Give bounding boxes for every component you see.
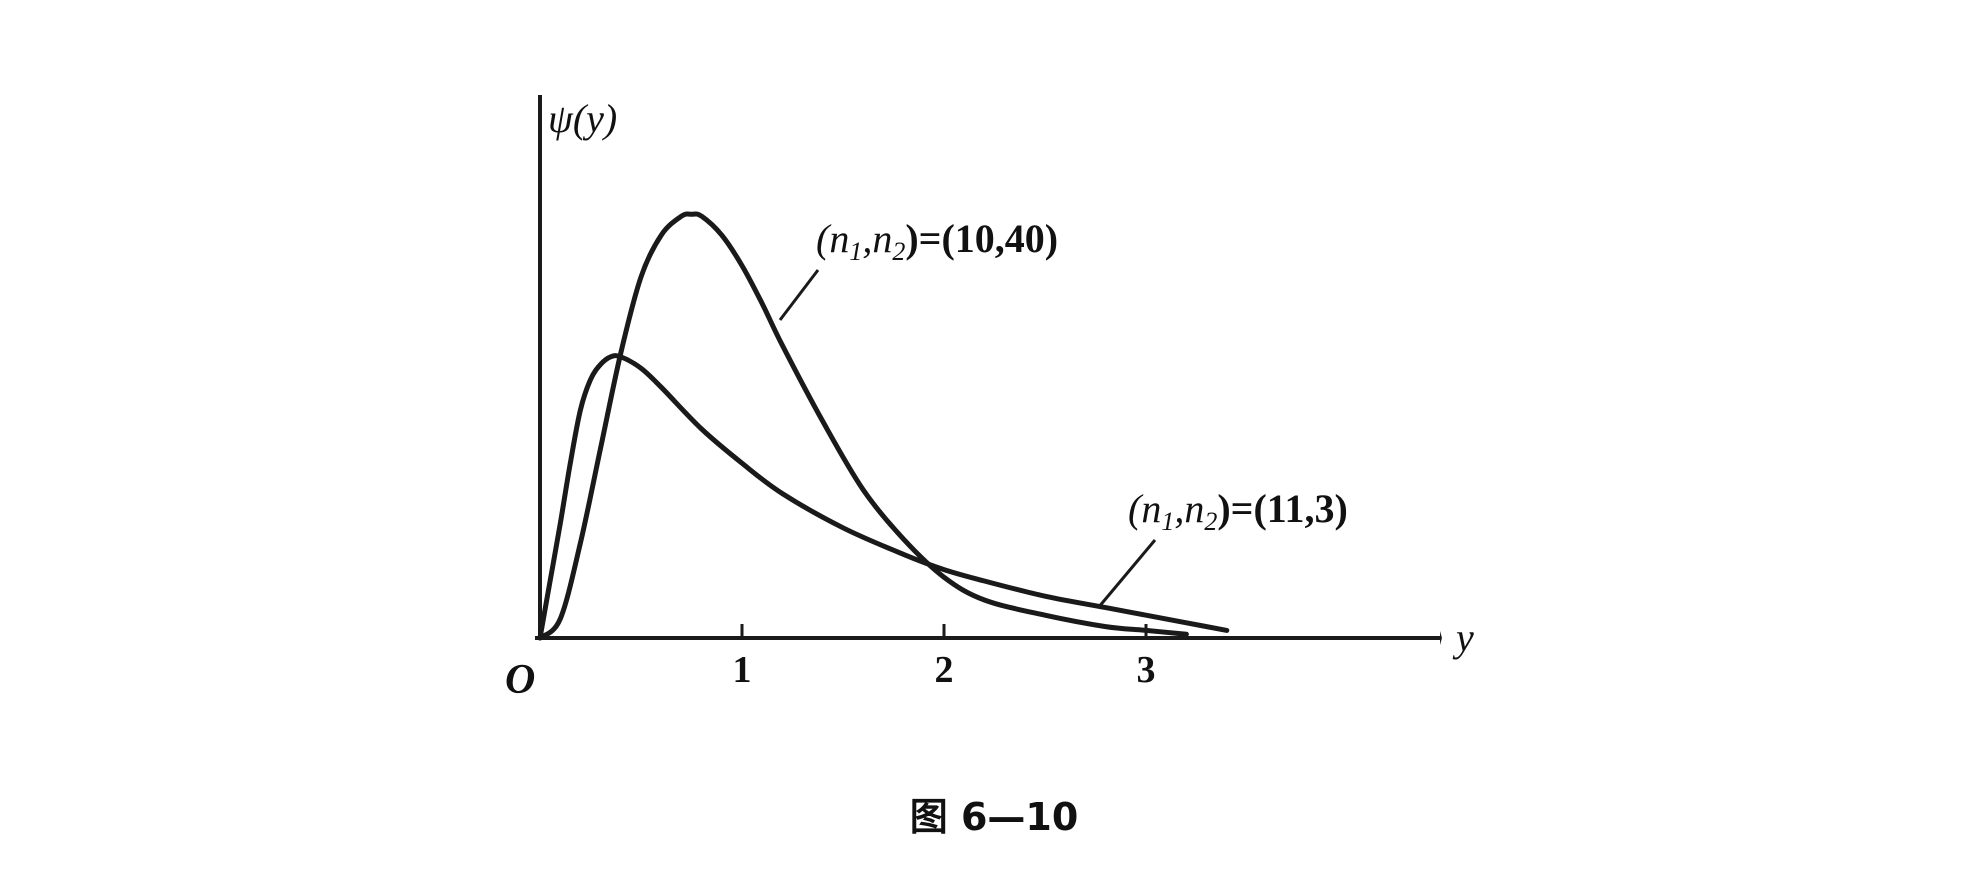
y-axis-label: ψ(y) [548, 96, 617, 141]
series-1-leader-line [778, 269, 820, 321]
series-2-label: (n1,n2)=(11,3) [1128, 486, 1348, 536]
figure-caption: 图 6—10 [910, 795, 1079, 839]
series-2-leader-line [1096, 539, 1157, 609]
x-ticks: 1 2 3 [733, 624, 1156, 691]
series-2-label-close: )=(11,3) [1217, 486, 1348, 531]
series-1-label-mid: ,n [862, 216, 892, 261]
series-2-label-sub2: 2 [1204, 507, 1217, 536]
origin-label: O [505, 657, 535, 703]
series-1-label-sub1: 1 [849, 237, 862, 266]
series-1-label: (n1,n2)=(10,40) [816, 216, 1058, 266]
series-2-label-open: (n [1128, 486, 1161, 531]
x-axis-label: y [1452, 615, 1474, 660]
series-1-label-sub2: 2 [892, 237, 905, 266]
curves [537, 211, 1230, 641]
series-1-label-close: )=(10,40) [905, 216, 1058, 261]
series-2-label-sub1: 1 [1161, 507, 1174, 536]
series-1-curve [537, 211, 1189, 641]
x-tick-label-2: 2 [935, 649, 954, 691]
x-axis-arrow-icon [1440, 631, 1442, 645]
series-2-label-mid: ,n [1174, 486, 1204, 531]
x-tick-label-3: 3 [1137, 649, 1156, 691]
x-tick-label-1: 1 [733, 649, 752, 691]
series-2-curve [537, 353, 1230, 641]
series-1-label-open: (n [816, 216, 849, 261]
